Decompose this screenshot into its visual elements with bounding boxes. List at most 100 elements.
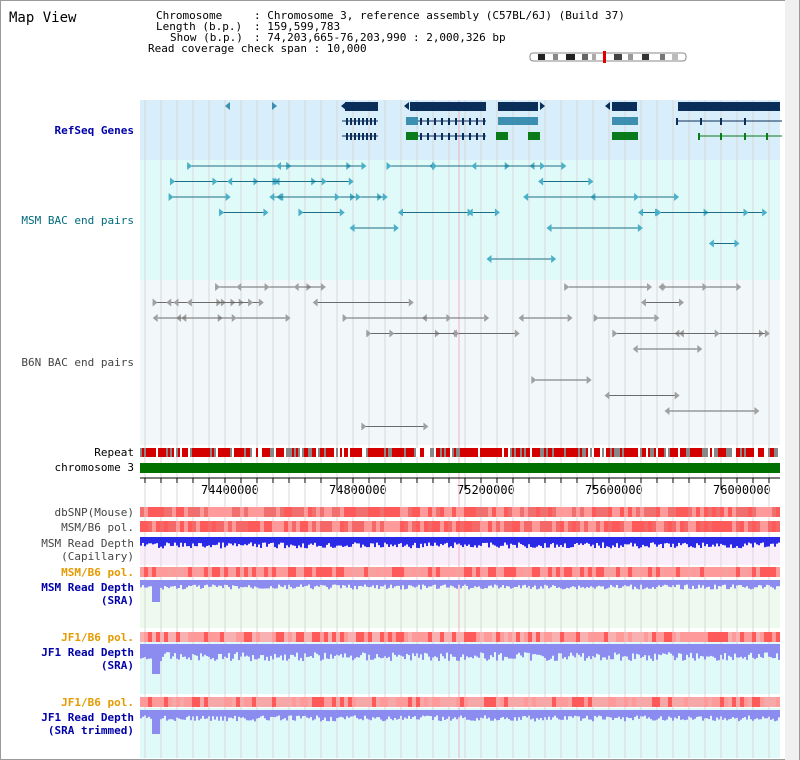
- depth-bar: [196, 710, 198, 717]
- heat-cell: [604, 697, 608, 707]
- heat-cell: [304, 567, 308, 577]
- depth-bar: [658, 537, 660, 545]
- heat-cell: [716, 632, 720, 642]
- depth-bar: [344, 644, 346, 654]
- heat-cell: [360, 697, 364, 707]
- heat-cell: [332, 507, 336, 517]
- gene-arrow: [334, 193, 340, 201]
- heat-cell: [400, 507, 404, 517]
- depth-bar: [282, 580, 284, 588]
- depth-bar: [216, 537, 218, 545]
- depth-bar: [310, 580, 312, 589]
- depth-bar: [422, 710, 424, 716]
- depth-bar: [668, 580, 670, 587]
- heat-cell: [156, 567, 160, 577]
- heat-cell: [648, 567, 652, 577]
- heat-cell: [188, 567, 192, 577]
- depth-bar: [704, 580, 706, 589]
- depth-bar: [200, 644, 202, 654]
- depth-bar: [676, 580, 678, 585]
- depth-bar: [558, 580, 560, 588]
- depth-bar: [762, 644, 764, 658]
- heat-cell: [280, 521, 284, 532]
- heat-cell: [304, 632, 308, 642]
- heat-cell: [476, 507, 480, 517]
- depth-bar: [714, 710, 716, 721]
- heat-cell: [420, 632, 424, 642]
- repeat-mark: [260, 448, 262, 457]
- depth-bar: [690, 710, 692, 718]
- depth-bar: [500, 644, 502, 654]
- depth-bar: [486, 580, 488, 589]
- depth-bar: [626, 537, 628, 545]
- heat-cell: [316, 697, 320, 707]
- depth-bar: [586, 710, 588, 716]
- depth-bar: [584, 710, 586, 719]
- heat-cell: [336, 521, 340, 532]
- depth-bar: [350, 537, 352, 547]
- depth-bar: [370, 710, 372, 721]
- heat-cell: [516, 697, 520, 707]
- depth-bar: [358, 537, 360, 544]
- depth-bar: [438, 644, 440, 661]
- depth-bar: [738, 710, 740, 722]
- heat-cell: [508, 567, 512, 577]
- repeat-mark: [360, 448, 362, 457]
- depth-bar: [552, 537, 554, 544]
- repeat-mark: [288, 448, 290, 457]
- heat-cell: [292, 567, 296, 577]
- depth-bar: [514, 580, 516, 587]
- depth-bar: [286, 644, 288, 661]
- repeat-mark: [526, 448, 528, 457]
- heat-cell: [148, 697, 152, 707]
- vertical-scrollbar[interactable]: [782, 0, 800, 760]
- heat-cell: [328, 567, 332, 577]
- heat-cell: [576, 507, 580, 517]
- depth-bar: [246, 537, 248, 546]
- heat-cell: [304, 507, 308, 517]
- heat-cell: [716, 567, 720, 577]
- depth-bar: [178, 580, 180, 588]
- repeat-mark: [194, 448, 196, 457]
- depth-bar: [234, 644, 236, 654]
- depth-bar: [206, 580, 208, 585]
- depth-bar: [442, 537, 444, 546]
- depth-bar: [728, 644, 730, 656]
- repeat-mark: [316, 448, 318, 457]
- depth-bar: [676, 537, 678, 547]
- heat-cell: [316, 521, 320, 532]
- depth-bar: [386, 537, 388, 545]
- depth-bar: [306, 644, 308, 658]
- depth-bar: [564, 537, 566, 544]
- depth-bar: [504, 580, 506, 589]
- depth-bar: [250, 644, 252, 662]
- heat-cell: [760, 507, 764, 517]
- depth-bar: [650, 644, 652, 659]
- depth-bar: [336, 710, 338, 719]
- heat-cell: [300, 697, 304, 707]
- heat-cell: [220, 567, 224, 577]
- depth-bar: [334, 537, 336, 548]
- depth-bar: [368, 580, 370, 588]
- depth-bar: [202, 644, 204, 657]
- heat-cell: [404, 521, 408, 532]
- repeat-mark: [578, 448, 580, 457]
- scrollbar-track[interactable]: [785, 0, 799, 760]
- heat-cell: [368, 632, 372, 642]
- depth-bar: [204, 710, 206, 719]
- heat-cell: [352, 521, 356, 532]
- depth-bar: [686, 580, 688, 585]
- depth-bar: [754, 580, 756, 588]
- depth-bar: [200, 537, 202, 544]
- depth-bar: [548, 580, 550, 589]
- heat-cell: [620, 507, 624, 517]
- heat-cell: [324, 507, 328, 517]
- depth-bar: [556, 580, 558, 589]
- depth-bar: [426, 537, 428, 547]
- gene-block: [345, 102, 378, 111]
- depth-bar: [444, 644, 446, 659]
- heat-cell: [600, 507, 604, 517]
- repeat-mark: [306, 448, 308, 457]
- depth-bar: [464, 710, 466, 718]
